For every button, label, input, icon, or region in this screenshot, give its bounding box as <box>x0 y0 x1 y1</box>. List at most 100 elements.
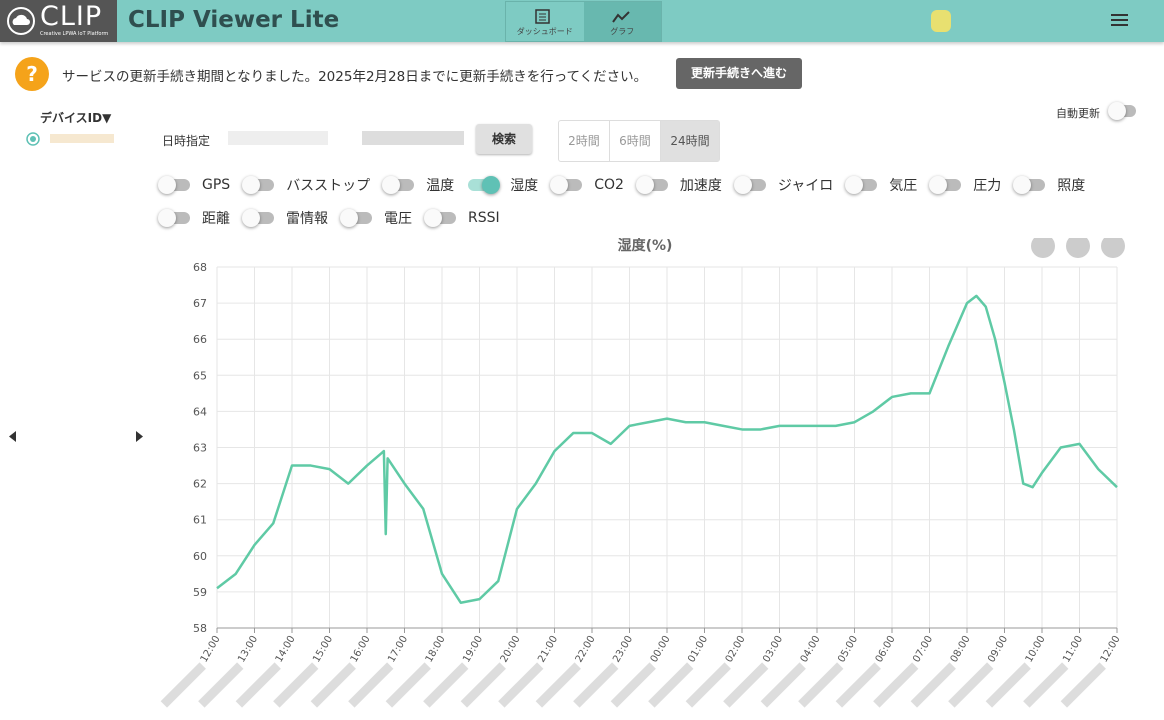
toggle-label: 圧力 <box>973 177 1002 194</box>
x-tick-date-blurred <box>573 662 619 708</box>
toggle-label: CO2 <box>594 176 624 193</box>
toggle[interactable]: 距離 <box>158 201 230 234</box>
toggle[interactable]: CO2 <box>550 168 624 201</box>
x-tick-label: 08:00 <box>949 634 973 664</box>
toggle[interactable]: バスストップ <box>242 168 371 201</box>
device-radio[interactable] <box>25 131 41 147</box>
y-tick-label: 65 <box>193 369 207 382</box>
x-tick-label: 00:00 <box>649 634 673 664</box>
device-header[interactable]: デバイスID▼ <box>40 111 112 125</box>
range-button[interactable]: 24時間 <box>661 121 719 161</box>
logo-subtitle: Creative LPWA IoT Platform <box>40 31 109 37</box>
toggle[interactable]: 湿度 <box>468 168 538 201</box>
toggle-switch <box>158 208 190 227</box>
y-tick-label: 64 <box>193 405 207 418</box>
auto-update-switch[interactable] <box>1108 102 1136 120</box>
chart-tool[interactable] <box>1031 238 1055 258</box>
x-tick-label: 23:00 <box>611 634 635 664</box>
y-tick-label: 62 <box>193 478 207 491</box>
header: CLIP Creative LPWA IoT Platform CLIP Vie… <box>0 0 1164 42</box>
toggle-switch <box>340 208 372 227</box>
x-tick-label: 18:00 <box>424 634 448 664</box>
device-id-blurred <box>50 134 114 143</box>
toggle-label: ジャイロ <box>777 177 834 194</box>
search-button[interactable]: 検索 <box>476 124 532 154</box>
x-tick-label: 16:00 <box>349 634 373 664</box>
avatar[interactable] <box>931 10 951 32</box>
x-tick-label: 20:00 <box>499 634 523 664</box>
toggle[interactable]: 温度 <box>382 168 455 201</box>
x-tick-label: 07:00 <box>911 634 935 664</box>
y-tick-label: 58 <box>193 622 207 635</box>
x-tick-label: 21:00 <box>536 634 560 664</box>
x-tick-date-blurred <box>160 662 206 708</box>
toggle[interactable]: GPS <box>158 168 230 201</box>
toggle-switch <box>242 208 274 227</box>
toggle[interactable]: 電圧 <box>340 201 412 234</box>
x-tick-label: 17:00 <box>386 634 410 664</box>
range-button[interactable]: 6時間 <box>610 121 661 161</box>
x-tick-date-blurred <box>310 662 356 708</box>
date-from-input[interactable] <box>228 131 328 145</box>
tab-bar: ダッシュボード グラフ <box>505 1 662 42</box>
date-to-input[interactable] <box>362 131 464 145</box>
notice-icon: ? <box>15 57 49 91</box>
toggle[interactable]: 雷情報 <box>242 201 328 234</box>
toggle-switch <box>929 175 962 194</box>
toggle-label: バスストップ <box>286 177 371 194</box>
x-tick-date-blurred <box>1060 662 1106 708</box>
toggle[interactable]: RSSI <box>424 201 500 234</box>
toggle[interactable]: 照度 <box>1013 168 1086 201</box>
y-tick-label: 67 <box>193 297 207 310</box>
x-tick-date-blurred <box>423 662 469 708</box>
toggle-switch <box>1013 175 1046 194</box>
x-tick-date-blurred <box>648 662 694 708</box>
x-tick-label: 03:00 <box>761 634 785 664</box>
chart-title: 湿度(%) <box>618 238 673 254</box>
toggle-switch <box>382 175 415 194</box>
x-tick-date-blurred <box>273 662 319 708</box>
y-tick-label: 68 <box>193 261 207 274</box>
toggle-label: 温度 <box>426 177 455 194</box>
toggle-label: 雷情報 <box>286 210 328 227</box>
toggle-label: RSSI <box>468 209 500 226</box>
toggle-label: 湿度 <box>510 177 539 194</box>
toggle[interactable]: 気圧 <box>845 168 918 201</box>
x-tick-date-blurred <box>348 662 394 708</box>
x-tick-date-blurred <box>1023 662 1069 708</box>
x-tick-label: 09:00 <box>986 634 1010 664</box>
chart-tool[interactable] <box>1066 238 1090 258</box>
logo-icon <box>7 7 35 35</box>
x-tick-label: 02:00 <box>724 634 748 664</box>
range-button[interactable]: 2時間 <box>559 121 610 161</box>
x-tick-date-blurred <box>385 662 431 708</box>
toggle-switch <box>635 175 668 194</box>
tab[interactable]: ダッシュボード <box>516 27 573 36</box>
tab[interactable]: グラフ <box>583 2 661 41</box>
toggle[interactable]: 圧力 <box>929 168 1002 201</box>
x-tick-label: 15:00 <box>311 634 335 664</box>
toggle-switch <box>550 175 583 194</box>
y-tick-label: 63 <box>193 442 207 455</box>
toggle[interactable]: 加速度 <box>635 168 722 201</box>
toggle-list: GPS バスストップ 温度 湿度 CO2 加速度 ジャイロ 気圧 圧力 照度距離 雷情報 電圧 RSSI <box>158 168 1110 234</box>
data-line <box>216 294 1118 604</box>
x-tick-label: 14:00 <box>274 634 298 664</box>
x-tick-date-blurred <box>535 662 581 708</box>
renew-button[interactable]: 更新手続きへ進む <box>676 58 802 89</box>
x-tick-date-blurred <box>985 662 1031 708</box>
chart-tool[interactable] <box>1101 238 1125 258</box>
toggle-switch <box>424 208 456 227</box>
x-tick-label: 11:00 <box>1061 634 1085 664</box>
toggle-label: 加速度 <box>679 177 722 194</box>
x-tick-date-blurred <box>910 662 956 708</box>
toggle-label: 照度 <box>1057 177 1086 194</box>
notice-text: サービスの更新手続き期間となりました。2025年2月28日までに更新手続きを行っ… <box>62 69 648 85</box>
y-tick-label: 66 <box>193 333 207 346</box>
y-tick-label: 59 <box>193 586 207 599</box>
x-tick-date-blurred <box>498 662 544 708</box>
menu-button[interactable] <box>1111 13 1129 29</box>
toggle[interactable]: ジャイロ <box>733 168 834 201</box>
toggle-label: 気圧 <box>889 177 918 194</box>
